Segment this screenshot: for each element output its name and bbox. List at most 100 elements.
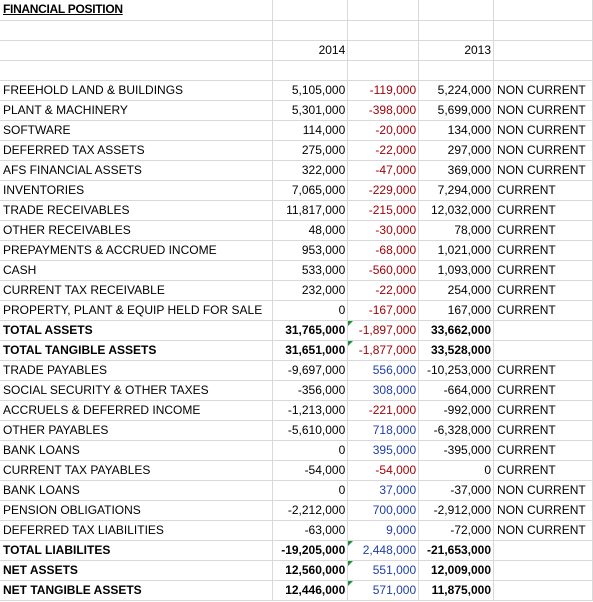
row-label[interactable]: CURRENT TAX RECEIVABLE (0, 280, 274, 301)
value-2013-cell[interactable]: -992,000 (418, 400, 495, 421)
row-label[interactable]: SOCIAL SECURITY & OTHER TAXES (0, 380, 274, 401)
value-2014-cell[interactable]: -19,205,000 (272, 540, 349, 561)
empty-cell[interactable] (347, 20, 420, 41)
value-2014-cell[interactable]: -2,212,000 (272, 500, 349, 521)
empty-cell[interactable] (272, 0, 349, 21)
classification-cell[interactable]: CURRENT (493, 380, 593, 401)
value-2013-cell[interactable]: 297,000 (418, 140, 495, 161)
row-label[interactable]: TRADE RECEIVABLES (0, 200, 274, 221)
value-2014-cell[interactable]: -356,000 (272, 380, 349, 401)
empty-cell[interactable] (0, 40, 274, 61)
empty-cell[interactable] (0, 60, 274, 81)
change-cell[interactable]: 2,448,000 (347, 540, 420, 561)
value-2013-cell[interactable]: 254,000 (418, 280, 495, 301)
row-label[interactable]: BANK LOANS (0, 440, 274, 461)
row-label[interactable]: PLANT & MACHINERY (0, 100, 274, 121)
value-2014-cell[interactable]: 12,560,000 (272, 560, 349, 581)
empty-cell[interactable] (493, 0, 593, 21)
classification-cell[interactable] (493, 320, 593, 341)
classification-cell[interactable]: NON CURRENT (493, 500, 593, 521)
value-2013-cell[interactable]: 12,032,000 (418, 200, 495, 221)
change-cell[interactable]: -1,897,000 (347, 320, 420, 341)
row-label[interactable]: FREEHOLD LAND & BUILDINGS (0, 80, 274, 101)
value-2013-cell[interactable]: 5,699,000 (418, 100, 495, 121)
change-cell[interactable]: 700,000 (347, 500, 420, 521)
classification-cell[interactable]: NON CURRENT (493, 520, 593, 541)
change-cell[interactable]: 556,000 (347, 360, 420, 381)
row-label[interactable]: AFS FINANCIAL ASSETS (0, 160, 274, 181)
change-cell[interactable]: -68,000 (347, 240, 420, 261)
value-2014-cell[interactable]: 5,301,000 (272, 100, 349, 121)
row-label[interactable]: SOFTWARE (0, 120, 274, 141)
empty-cell[interactable] (493, 40, 593, 61)
year-2014-header[interactable]: 2014 (272, 40, 349, 61)
classification-cell[interactable]: CURRENT (493, 420, 593, 441)
classification-cell[interactable]: CURRENT (493, 260, 593, 281)
classification-cell[interactable]: CURRENT (493, 300, 593, 321)
value-2014-cell[interactable]: 275,000 (272, 140, 349, 161)
value-2013-cell[interactable]: 167,000 (418, 300, 495, 321)
classification-cell[interactable]: CURRENT (493, 180, 593, 201)
change-cell[interactable]: 551,000 (347, 560, 420, 581)
value-2013-cell[interactable]: 33,528,000 (418, 340, 495, 361)
value-2014-cell[interactable]: 322,000 (272, 160, 349, 181)
row-label[interactable]: NET TANGIBLE ASSETS (0, 580, 274, 601)
value-2013-cell[interactable]: 11,875,000 (418, 580, 495, 601)
value-2013-cell[interactable]: -2,912,000 (418, 500, 495, 521)
value-2013-cell[interactable]: -10,253,000 (418, 360, 495, 381)
value-2013-cell[interactable]: 78,000 (418, 220, 495, 241)
change-cell[interactable]: -221,000 (347, 400, 420, 421)
change-cell[interactable]: 37,000 (347, 480, 420, 501)
value-2014-cell[interactable]: 7,065,000 (272, 180, 349, 201)
change-cell[interactable]: -215,000 (347, 200, 420, 221)
row-label[interactable]: OTHER RECEIVABLES (0, 220, 274, 241)
value-2013-cell[interactable]: 5,224,000 (418, 80, 495, 101)
change-cell[interactable]: 571,000 (347, 580, 420, 601)
classification-cell[interactable]: CURRENT (493, 360, 593, 381)
value-2014-cell[interactable]: -54,000 (272, 460, 349, 481)
empty-cell[interactable] (493, 20, 593, 41)
change-cell[interactable]: -54,000 (347, 460, 420, 481)
row-label[interactable]: OTHER PAYABLES (0, 420, 274, 441)
empty-cell[interactable] (272, 60, 349, 81)
change-cell[interactable]: -167,000 (347, 300, 420, 321)
value-2013-cell[interactable]: -395,000 (418, 440, 495, 461)
row-label[interactable]: TOTAL ASSETS (0, 320, 274, 341)
value-2013-cell[interactable]: -37,000 (418, 480, 495, 501)
change-cell[interactable]: 9,000 (347, 520, 420, 541)
change-cell[interactable]: 718,000 (347, 420, 420, 441)
classification-cell[interactable]: CURRENT (493, 240, 593, 261)
row-label[interactable]: PREPAYMENTS & ACCRUED INCOME (0, 240, 274, 261)
empty-cell[interactable] (347, 40, 420, 61)
classification-cell[interactable] (493, 560, 593, 581)
change-cell[interactable]: -20,000 (347, 120, 420, 141)
value-2014-cell[interactable]: 114,000 (272, 120, 349, 141)
empty-cell[interactable] (272, 20, 349, 41)
change-cell[interactable]: -22,000 (347, 280, 420, 301)
value-2014-cell[interactable]: -63,000 (272, 520, 349, 541)
empty-cell[interactable] (493, 60, 593, 81)
change-cell[interactable]: -47,000 (347, 160, 420, 181)
empty-cell[interactable] (418, 0, 495, 21)
value-2014-cell[interactable]: 11,817,000 (272, 200, 349, 221)
value-2013-cell[interactable]: 12,009,000 (418, 560, 495, 581)
classification-cell[interactable]: CURRENT (493, 460, 593, 481)
row-label[interactable]: PENSION OBLIGATIONS (0, 500, 274, 521)
value-2013-cell[interactable]: 33,662,000 (418, 320, 495, 341)
value-2013-cell[interactable]: 0 (418, 460, 495, 481)
empty-cell[interactable] (0, 20, 274, 41)
change-cell[interactable]: -560,000 (347, 260, 420, 281)
value-2014-cell[interactable]: 31,765,000 (272, 320, 349, 341)
value-2014-cell[interactable]: 31,651,000 (272, 340, 349, 361)
row-label[interactable]: CURRENT TAX PAYABLES (0, 460, 274, 481)
empty-cell[interactable] (418, 60, 495, 81)
value-2014-cell[interactable]: 5,105,000 (272, 80, 349, 101)
classification-cell[interactable] (493, 540, 593, 561)
row-label[interactable]: DEFERRED TAX ASSETS (0, 140, 274, 161)
classification-cell[interactable]: NON CURRENT (493, 160, 593, 181)
change-cell[interactable]: -398,000 (347, 100, 420, 121)
value-2014-cell[interactable]: 232,000 (272, 280, 349, 301)
classification-cell[interactable]: NON CURRENT (493, 80, 593, 101)
classification-cell[interactable]: NON CURRENT (493, 140, 593, 161)
value-2013-cell[interactable]: 369,000 (418, 160, 495, 181)
